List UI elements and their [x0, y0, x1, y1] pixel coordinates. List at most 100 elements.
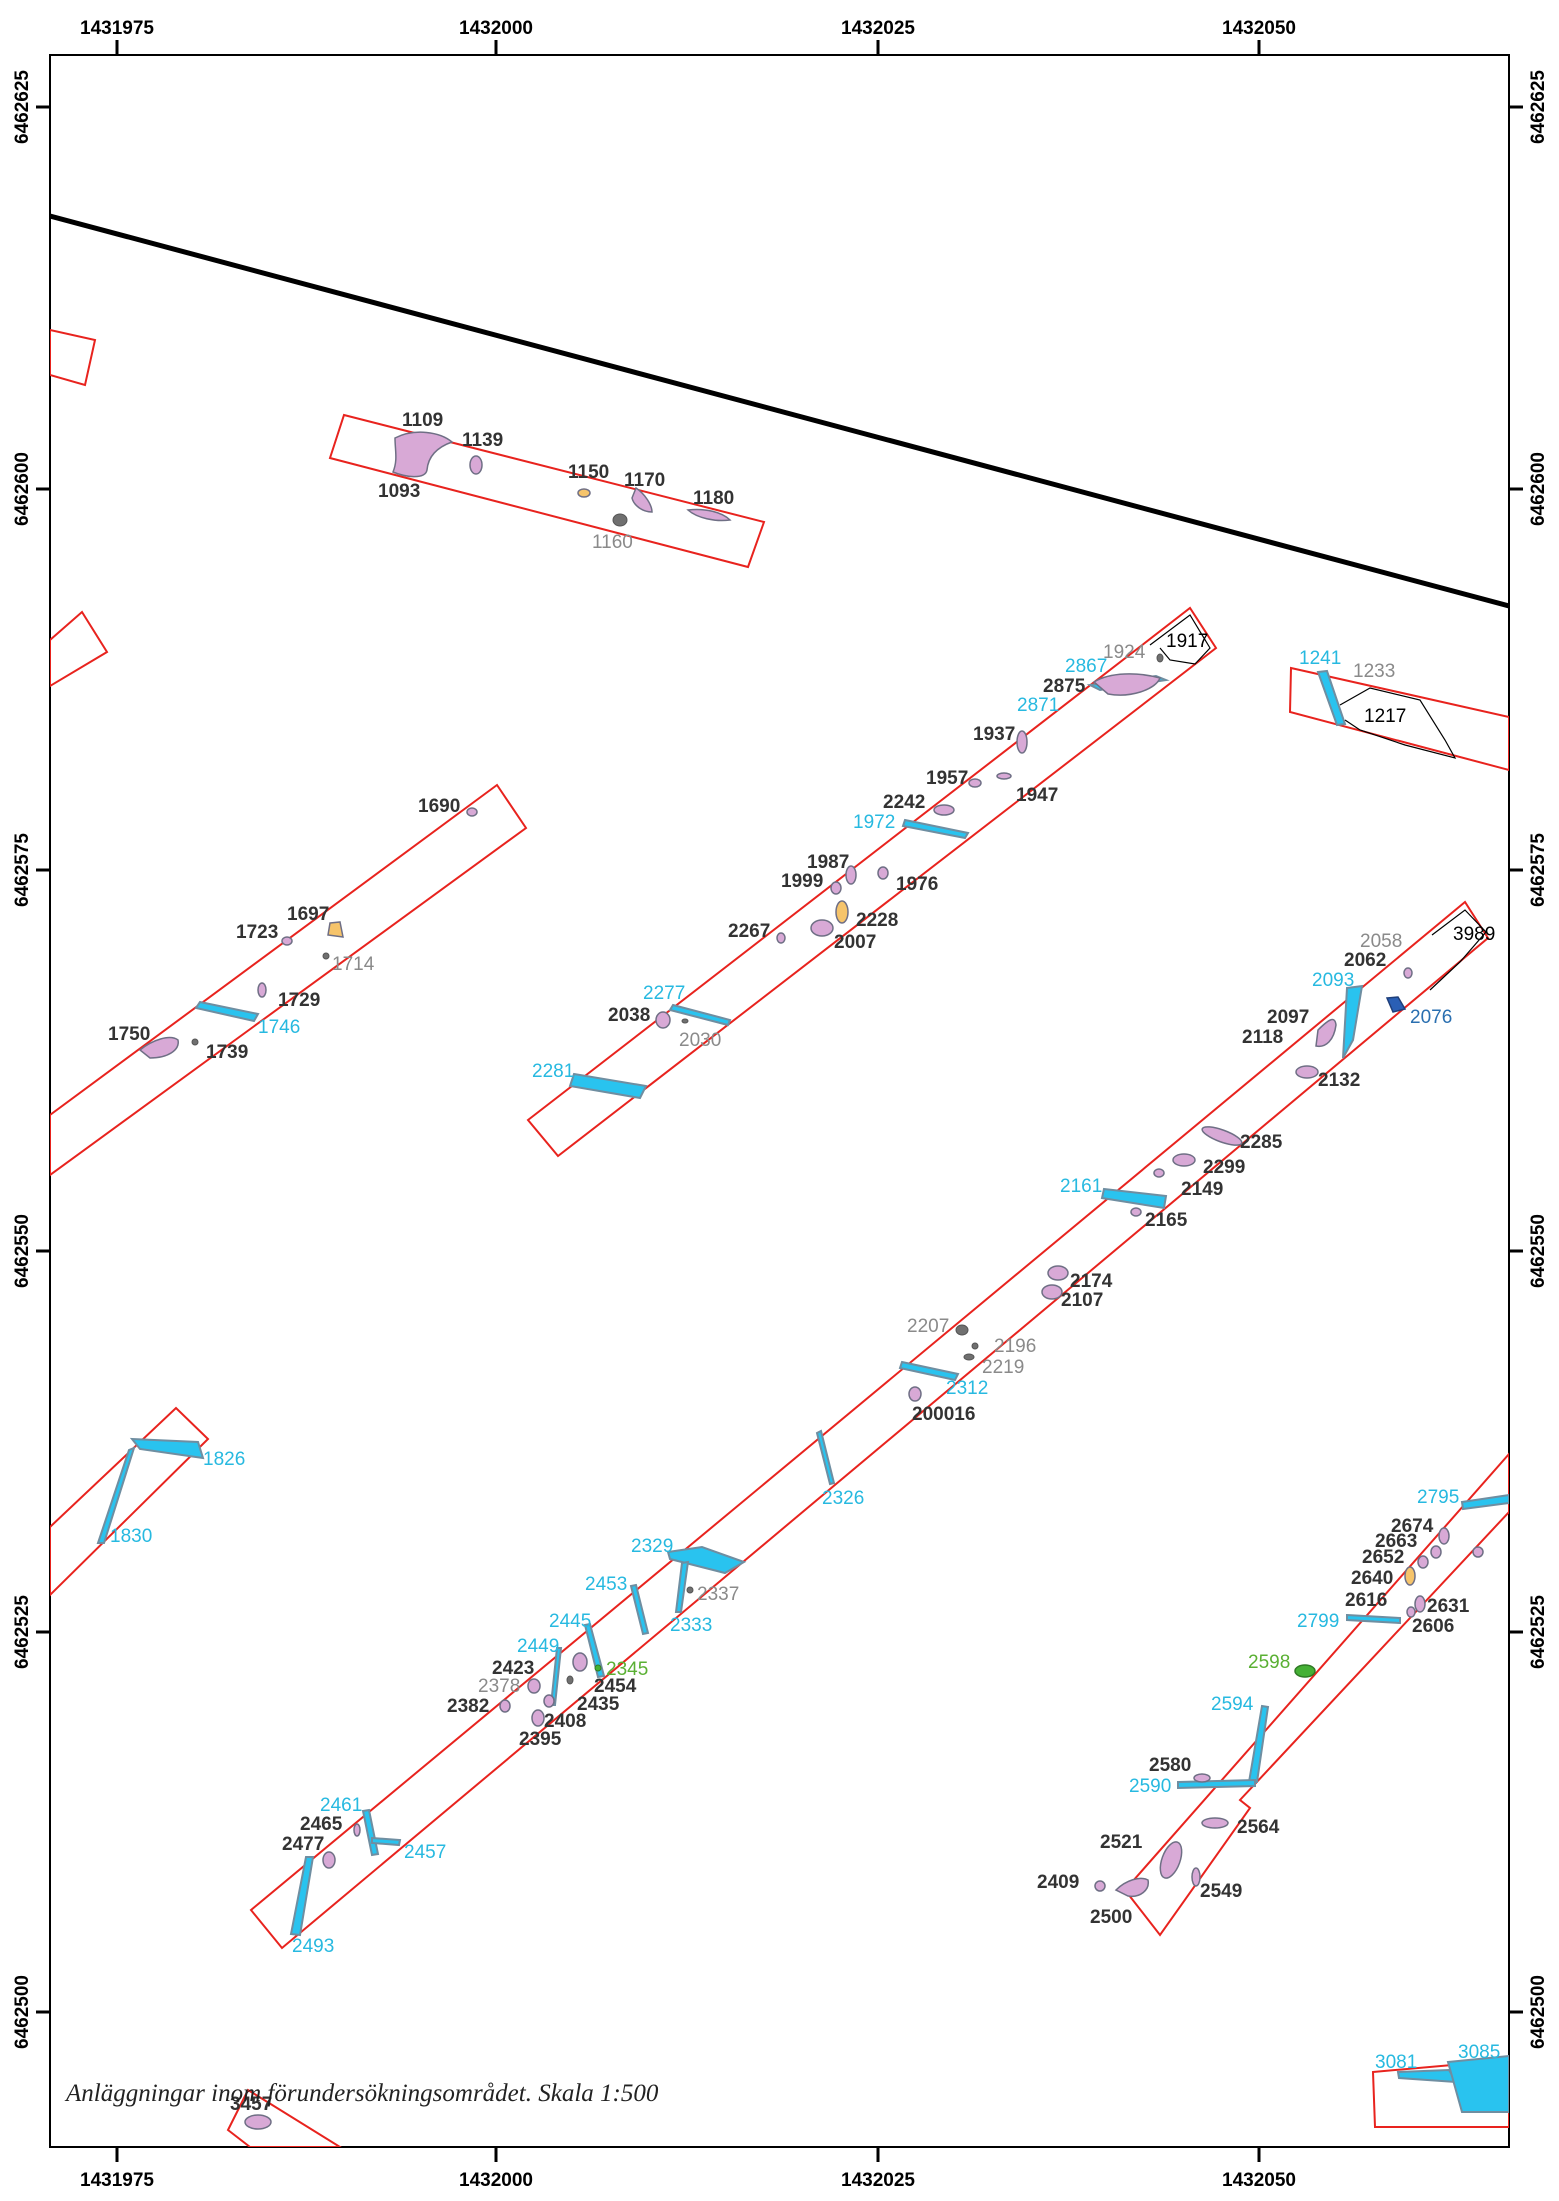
label-2521: 2521 — [1100, 1832, 1143, 1853]
pit-2465 — [353, 1823, 361, 1837]
trench-7 — [1123, 1452, 1509, 1937]
label-2058: 2058 — [1360, 931, 1402, 952]
label-2030: 2030 — [679, 1030, 721, 1051]
trench-top-left-b — [50, 610, 109, 688]
hearths — [327, 488, 1416, 1586]
label-1160: 1160 — [592, 532, 633, 553]
label-2118: 2118 — [1242, 1027, 1283, 1048]
label-2093: 2093 — [1312, 970, 1354, 991]
trench-top-left-a — [50, 328, 97, 387]
label-2564: 2564 — [1237, 1817, 1280, 1838]
ditch-2329 — [666, 1545, 747, 1575]
pit-2631 — [1414, 1595, 1426, 1613]
label-2477: 2477 — [282, 1834, 324, 1855]
pit-2299 — [1172, 1153, 1196, 1167]
label-2631: 2631 — [1427, 1596, 1470, 1617]
pit-2174 — [1047, 1265, 1069, 1281]
pit-2149 — [1153, 1168, 1165, 1178]
trench-3 — [526, 606, 1218, 1158]
pit-2378 — [527, 1678, 541, 1694]
pit-edge-b — [1472, 1546, 1484, 1558]
label-2165: 2165 — [1145, 1210, 1188, 1231]
x-label-top-2: 1432025 — [841, 18, 915, 39]
pit-1139 — [469, 455, 483, 475]
label-2196: 2196 — [994, 1336, 1036, 1357]
label-2062: 2062 — [1344, 950, 1386, 971]
label-2435: 2435 — [577, 1694, 620, 1715]
pit-2408 — [543, 1694, 555, 1708]
label-2640: 2640 — [1351, 1568, 1393, 1589]
label-2281: 2281 — [532, 1061, 574, 1082]
label-1241: 1241 — [1299, 648, 1341, 669]
ditch-2445 — [583, 1622, 606, 1679]
axis-ticks — [36, 40, 1523, 2162]
pit-1987 — [845, 865, 857, 885]
label-2453: 2453 — [585, 1574, 627, 1595]
label-2549: 2549 — [1200, 1881, 1242, 1902]
label-2228: 2228 — [856, 910, 898, 931]
label-1987: 1987 — [807, 852, 849, 873]
label-1830: 1830 — [110, 1526, 152, 1547]
label-1714: 1714 — [332, 954, 375, 975]
label-1957: 1957 — [926, 768, 968, 789]
pit-2062 — [1403, 967, 1413, 979]
pit-1999 — [830, 881, 842, 895]
label-2267: 2267 — [728, 921, 770, 942]
label-2038: 2038 — [608, 1005, 650, 1026]
stones — [191, 513, 1164, 1685]
pit-1750 — [138, 1036, 179, 1059]
pit-1937 — [1016, 730, 1028, 754]
stone-2207 — [955, 1324, 969, 1336]
ditch-1972 — [901, 818, 970, 840]
y-label-left-0: 6462625 — [12, 70, 33, 144]
label-2674: 2674 — [1391, 1516, 1434, 1537]
stone-2030 — [681, 1018, 689, 1024]
pit-1976 — [877, 866, 889, 880]
hearth-1697 — [327, 921, 344, 938]
boundary-line — [50, 213, 1509, 609]
x-label-bottom-0: 1431975 — [80, 2170, 154, 2191]
ditch-2449 — [549, 1647, 563, 1706]
pit-3457 — [244, 2114, 272, 2130]
label-1924: 1924 — [1103, 642, 1146, 663]
stone-1924 — [1156, 653, 1164, 663]
label-200016: 200016 — [912, 1404, 975, 1425]
pit-2285 — [1201, 1126, 1243, 1146]
label-2333: 2333 — [670, 1615, 712, 1636]
trench-4 — [1288, 666, 1509, 772]
feature-2076-navy — [1385, 996, 1407, 1013]
ditch-1830 — [96, 1446, 136, 1544]
label-1729: 1729 — [278, 990, 320, 1011]
label-2465: 2465 — [300, 1814, 343, 1835]
pit-1180 — [686, 508, 732, 522]
y-label-right-1: 6462600 — [1528, 452, 1549, 526]
pit-2007 — [810, 919, 834, 937]
stone-1160 — [612, 513, 628, 527]
y-label-right-2: 6462575 — [1528, 833, 1549, 907]
label-3457: 3457 — [230, 2094, 272, 2115]
x-label-top-1: 1432000 — [459, 18, 533, 39]
hearth-2640 — [1404, 1566, 1416, 1586]
label-2345: 2345 — [606, 1659, 648, 1680]
label-2454: 2454 — [594, 1676, 637, 1697]
label-2598: 2598 — [1248, 1652, 1290, 1673]
label-1972: 1972 — [853, 812, 895, 833]
pit-1723 — [281, 936, 293, 946]
label-2445: 2445 — [549, 1611, 591, 1632]
stone-2337 — [686, 1586, 694, 1594]
x-label-top-0: 1431975 — [80, 18, 154, 39]
label-2219: 2219 — [982, 1357, 1024, 1378]
label-1217: 1217 — [1364, 706, 1406, 727]
label-3085: 3085 — [1458, 2042, 1500, 2063]
y-label-left-2: 6462575 — [12, 833, 33, 907]
trench-5 — [249, 900, 1490, 1950]
label-2871: 2871 — [1017, 695, 1059, 716]
ditch-2493 — [289, 1856, 315, 1937]
pit-2382 — [499, 1699, 511, 1713]
label-2616: 2616 — [1345, 1590, 1387, 1611]
stone-2196 — [971, 1342, 979, 1350]
y-label-right-4: 6462525 — [1528, 1595, 1549, 1669]
label-2329: 2329 — [631, 1536, 673, 1557]
y-label-right-5: 6462500 — [1528, 1975, 1549, 2049]
